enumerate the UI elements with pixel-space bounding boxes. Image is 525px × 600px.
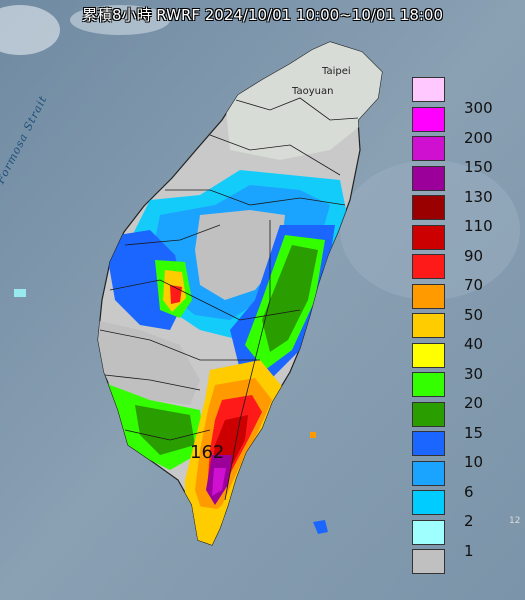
legend-swatch — [412, 460, 445, 486]
legend-swatch — [412, 519, 445, 545]
rain-15-20-southwest — [135, 405, 195, 455]
legend-label: 150 — [464, 158, 493, 176]
cloud-patch — [0, 5, 60, 55]
legend-swatch — [412, 224, 445, 250]
legend-label: 70 — [464, 276, 484, 294]
legend-label: 20 — [464, 394, 484, 412]
legend-swatch — [412, 283, 445, 309]
legend-swatch — [412, 490, 445, 515]
city-label-taoyuan: Taoyuan — [292, 86, 334, 97]
legend-label: 110 — [464, 217, 493, 235]
green-island — [310, 432, 316, 438]
map-title: 累積8小時 RWRF 2024/10/01 10:00~10/01 18:00 — [81, 6, 444, 24]
rain-150-200-south — [212, 468, 226, 496]
rainfall-layer — [98, 42, 382, 545]
city-label-taipei: Taipei — [322, 66, 351, 77]
legend-swatch — [412, 342, 445, 368]
legend-label: 1 — [464, 541, 474, 560]
west-plain — [98, 320, 200, 405]
legend-swatch — [412, 136, 445, 161]
legend-swatch — [412, 549, 445, 574]
legend-swatch — [412, 431, 445, 456]
legend-swatch — [412, 254, 445, 279]
legend-label: 50 — [464, 305, 484, 324]
edge-tick-label: 12 — [509, 516, 521, 526]
legend-swatch — [412, 313, 445, 338]
legend-label: 30 — [464, 364, 484, 383]
rain-15-20-east — [262, 245, 318, 352]
legend-label: 6 — [464, 482, 474, 501]
legend-swatch — [412, 401, 445, 427]
legend-label: 90 — [464, 246, 484, 265]
county-boundaries — [99, 97, 359, 501]
legend-label: 15 — [464, 423, 484, 442]
legend-swatch — [412, 77, 445, 102]
legend-label: 300 — [464, 99, 493, 117]
penghu-islands — [14, 289, 26, 297]
peak-rainfall-label: 162 — [190, 442, 225, 463]
legend-label: 10 — [464, 453, 484, 471]
legend-label: 2 — [464, 512, 474, 530]
legend-swatch — [412, 195, 445, 220]
legend-swatch — [412, 106, 445, 132]
legend-swatch — [412, 372, 445, 397]
legend-label: 130 — [464, 187, 493, 206]
legend-swatch — [412, 165, 445, 191]
legend-label: 200 — [464, 128, 493, 147]
legend-label: 40 — [464, 335, 484, 353]
orchid-island — [313, 520, 328, 534]
cloud-patch — [70, 5, 170, 35]
